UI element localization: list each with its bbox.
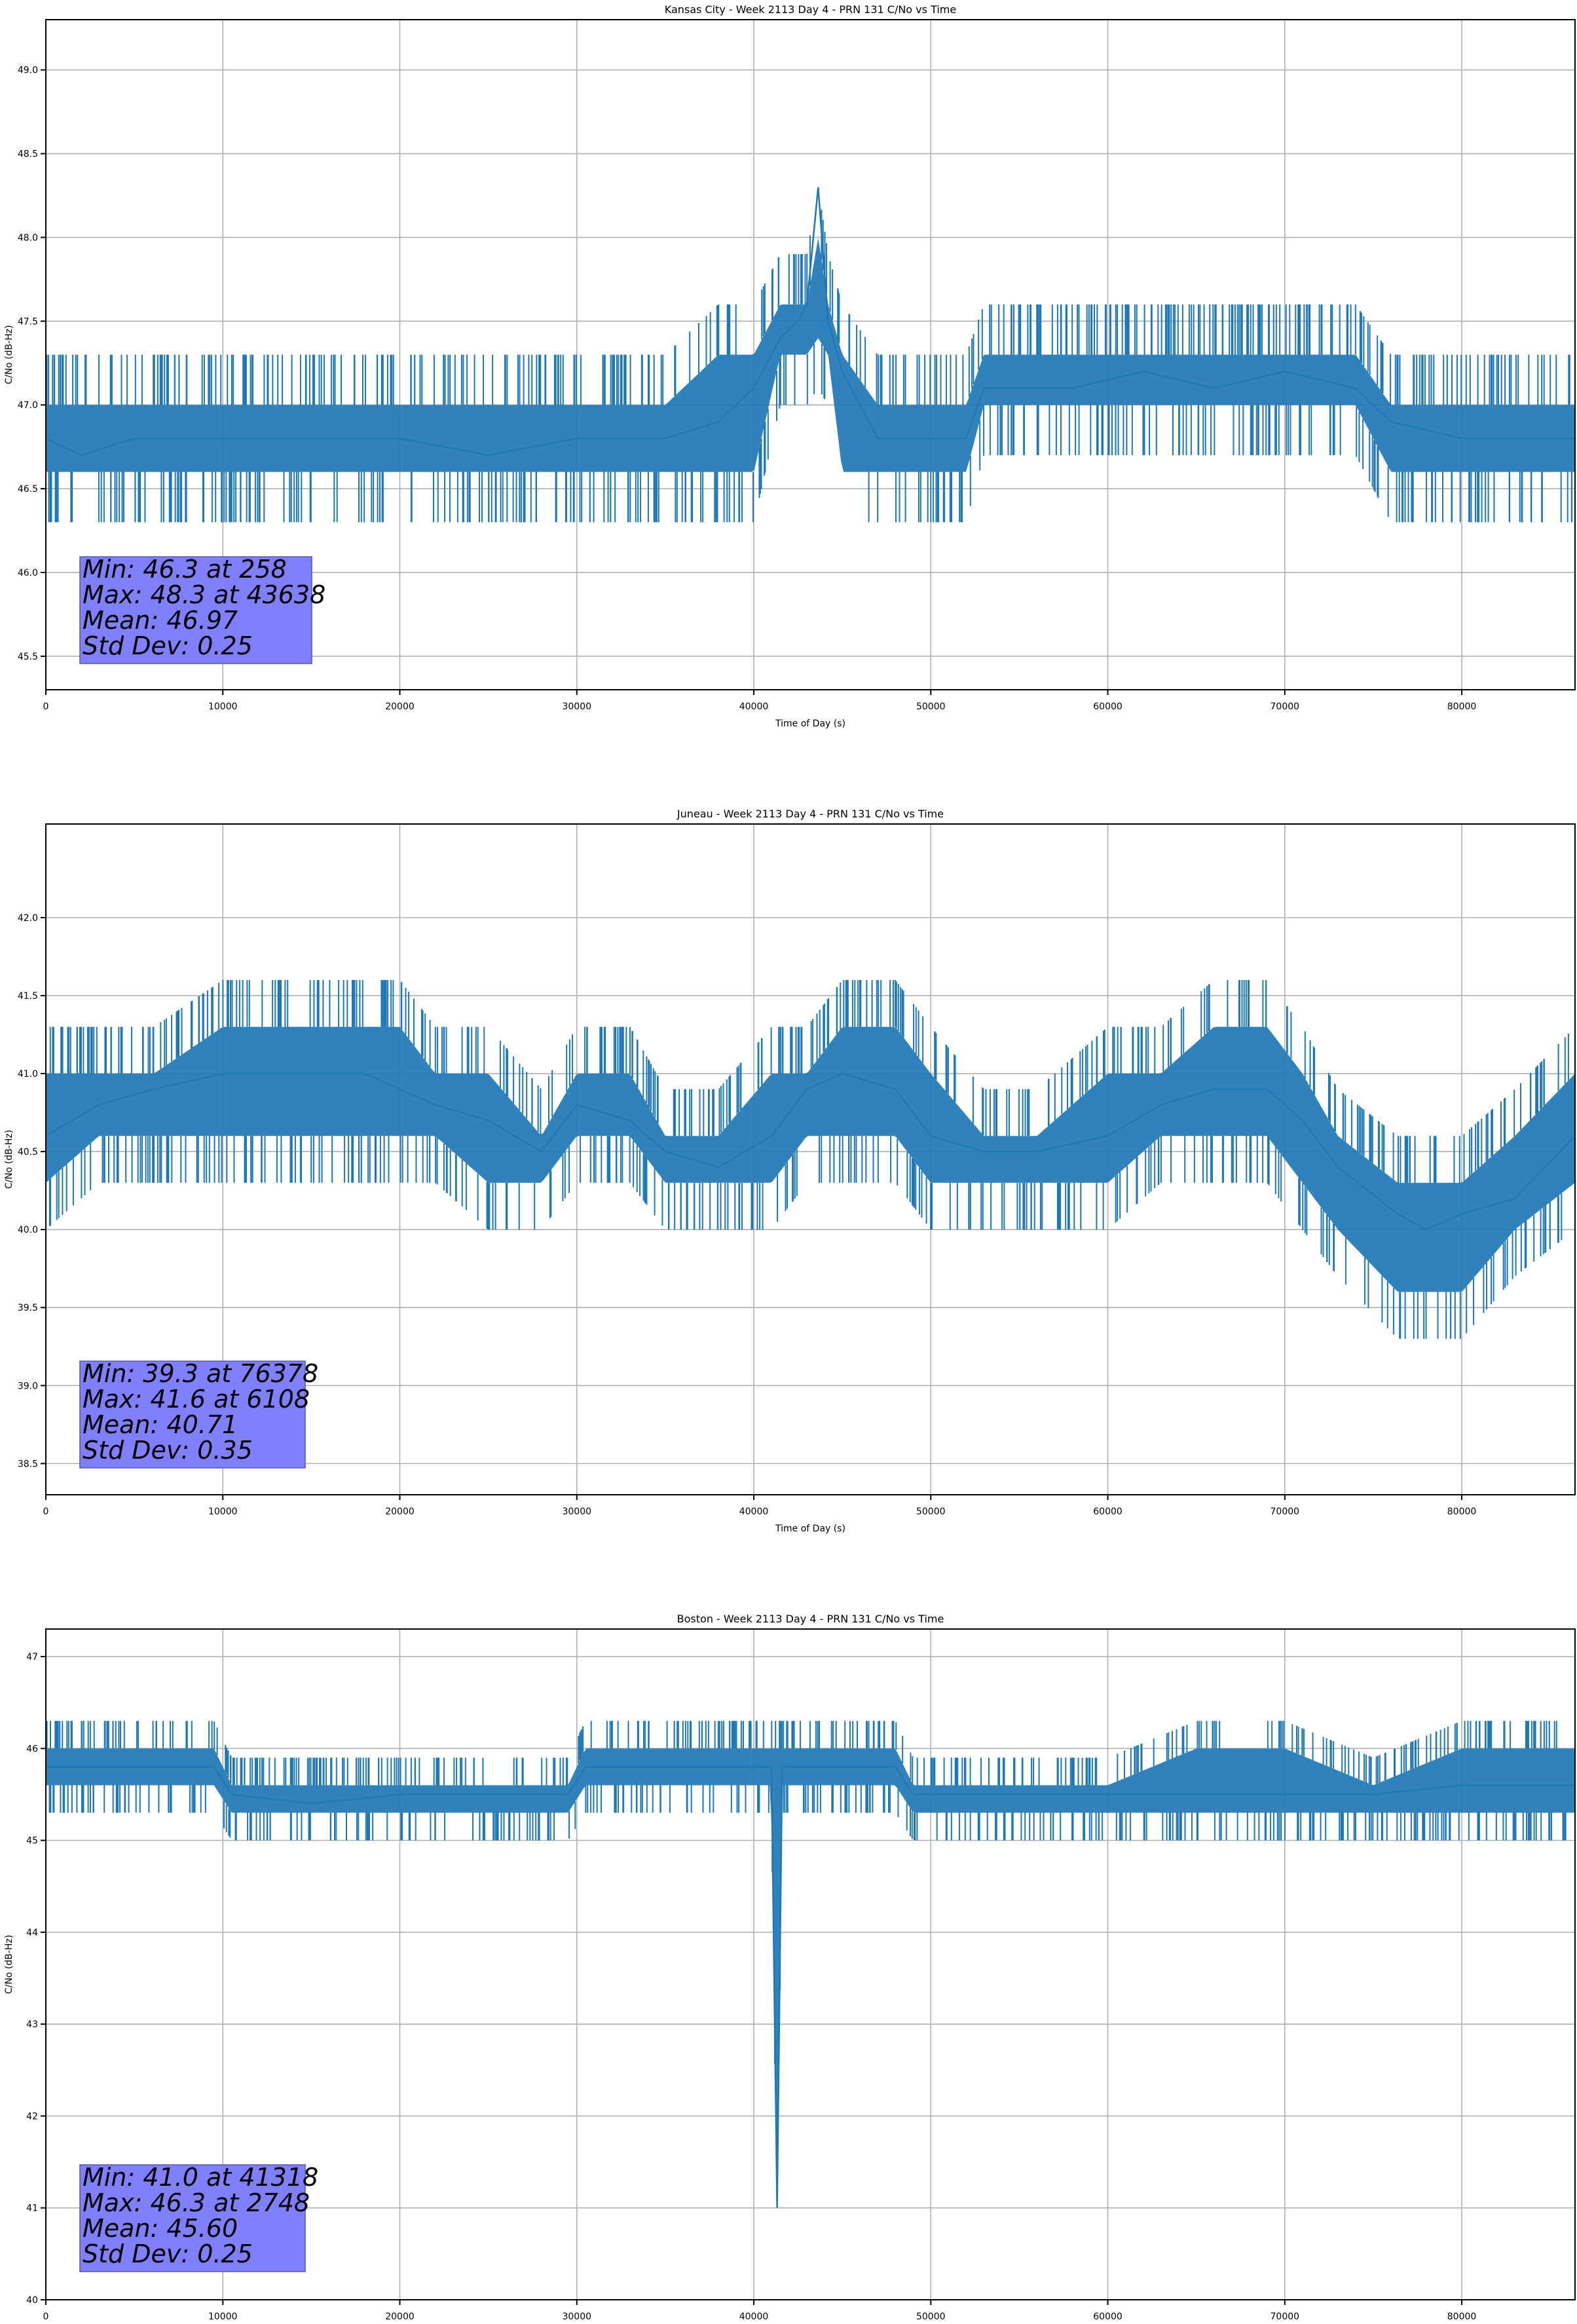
x-tick-label: 20000 <box>385 2312 415 2322</box>
x-tick-label: 50000 <box>916 1507 946 1517</box>
y-tick-label: 46 <box>26 1744 38 1754</box>
y-tick-label: 43 <box>26 2019 38 2030</box>
x-tick-label: 70000 <box>1271 2312 1300 2322</box>
y-tick-label: 42.0 <box>18 913 38 924</box>
data-series-line <box>46 1721 1575 2207</box>
y-tick-label: 48.0 <box>18 233 38 243</box>
y-tick-label: 41.5 <box>18 991 38 1002</box>
x-tick-label: 70000 <box>1271 702 1300 712</box>
y-tick-label: 39.0 <box>18 1381 38 1391</box>
stats-line: Min: 46.3 at 258 <box>83 555 287 584</box>
x-tick-label: 10000 <box>208 2312 238 2322</box>
y-tick-label: 47 <box>26 1652 38 1662</box>
stats-line: Max: 48.3 at 43638 <box>83 580 325 609</box>
y-axis-label: C/No (dB-Hz) <box>4 1935 14 1994</box>
y-tick-label: 40.0 <box>18 1225 38 1235</box>
x-tick-label: 20000 <box>385 702 415 712</box>
y-tick-label: 46.5 <box>18 484 38 495</box>
y-tick-label: 46.0 <box>18 568 38 578</box>
chart-title: Boston - Week 2113 Day 4 - PRN 131 C/No … <box>677 1613 944 1625</box>
x-tick-label: 60000 <box>1093 2312 1122 2322</box>
y-tick-label: 41 <box>26 2203 38 2214</box>
y-axis-label: C/No (dB-Hz) <box>4 325 14 384</box>
y-tick-label: 41.0 <box>18 1069 38 1079</box>
y-tick-label: 47.5 <box>18 316 38 327</box>
y-tick-label: 48.5 <box>18 149 38 160</box>
x-tick-label: 30000 <box>562 1507 591 1517</box>
y-tick-label: 39.5 <box>18 1303 38 1313</box>
x-tick-label: 40000 <box>739 702 769 712</box>
stats-line: Std Dev: 0.35 <box>83 1436 253 1465</box>
x-tick-label: 40000 <box>739 2312 769 2322</box>
x-tick-label: 30000 <box>562 702 591 712</box>
y-tick-label: 49.0 <box>18 66 38 76</box>
data-band <box>46 1748 1575 2192</box>
chart-panel-2: 0 10000 20000 30000 40000 50000 60000 70000 8000… <box>4 1613 1575 2324</box>
chart-title: Juneau - Week 2113 Day 4 - PRN 131 C/No … <box>677 808 944 820</box>
x-tick-label: 60000 <box>1093 1507 1122 1517</box>
chart-title: Kansas City - Week 2113 Day 4 - PRN 131 … <box>665 3 956 16</box>
stats-line: Max: 46.3 at 2748 <box>83 2188 310 2217</box>
x-tick-label: 50000 <box>916 2312 946 2322</box>
chart-panel-0: 0 10000 20000 30000 40000 50000 60000 70000 8000… <box>4 3 1575 729</box>
x-tick-label: 0 <box>43 702 49 712</box>
x-axis-label: Time of Day (s) <box>775 719 845 729</box>
data-series-line <box>46 980 1575 1339</box>
x-tick-label: 30000 <box>562 2312 591 2322</box>
x-tick-label: 10000 <box>208 702 238 712</box>
y-tick-label: 47.0 <box>18 400 38 411</box>
x-tick-label: 80000 <box>1447 1507 1477 1517</box>
stats-line: Max: 41.6 at 6108 <box>83 1385 310 1414</box>
x-tick-label: 0 <box>43 1507 49 1517</box>
x-tick-label: 40000 <box>739 1507 769 1517</box>
stats-line: Std Dev: 0.25 <box>83 2240 253 2268</box>
chart-figure: 0 10000 20000 30000 40000 50000 60000 70000 8000… <box>0 0 1577 2324</box>
x-tick-label: 80000 <box>1447 702 1477 712</box>
y-tick-label: 44 <box>26 1928 38 1938</box>
stats-line: Mean: 40.71 <box>83 1410 238 1439</box>
stats-line: Mean: 45.60 <box>83 2214 238 2243</box>
stats-line: Min: 41.0 at 41318 <box>83 2163 318 2192</box>
stats-line: Std Dev: 0.25 <box>83 631 253 660</box>
y-tick-label: 40.5 <box>18 1147 38 1157</box>
y-tick-label: 45 <box>26 1836 38 1846</box>
data-trace <box>46 1767 1575 2207</box>
x-tick-label: 0 <box>43 2312 49 2322</box>
x-tick-label: 10000 <box>208 1507 238 1517</box>
y-tick-label: 40 <box>26 2295 38 2306</box>
y-axis-label: C/No (dB-Hz) <box>4 1130 14 1189</box>
x-tick-label: 60000 <box>1093 702 1122 712</box>
stats-line: Mean: 46.97 <box>83 606 238 635</box>
stats-line: Min: 39.3 at 76378 <box>83 1359 318 1388</box>
y-tick-label: 38.5 <box>18 1459 38 1469</box>
x-tick-label: 20000 <box>385 1507 415 1517</box>
x-tick-label: 50000 <box>916 702 946 712</box>
x-tick-label: 70000 <box>1271 1507 1300 1517</box>
y-tick-label: 42 <box>26 2111 38 2122</box>
chart-panel-1: 0 10000 20000 30000 40000 50000 60000 70000 8000… <box>4 808 1575 1534</box>
x-axis-label: Time of Day (s) <box>775 1524 845 1534</box>
x-tick-label: 80000 <box>1447 2312 1477 2322</box>
y-tick-label: 45.5 <box>18 652 38 662</box>
